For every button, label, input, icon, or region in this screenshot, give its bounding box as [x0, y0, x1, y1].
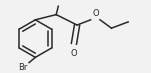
Text: O: O	[71, 49, 77, 58]
Text: Br: Br	[18, 63, 27, 72]
Text: O: O	[93, 9, 99, 18]
